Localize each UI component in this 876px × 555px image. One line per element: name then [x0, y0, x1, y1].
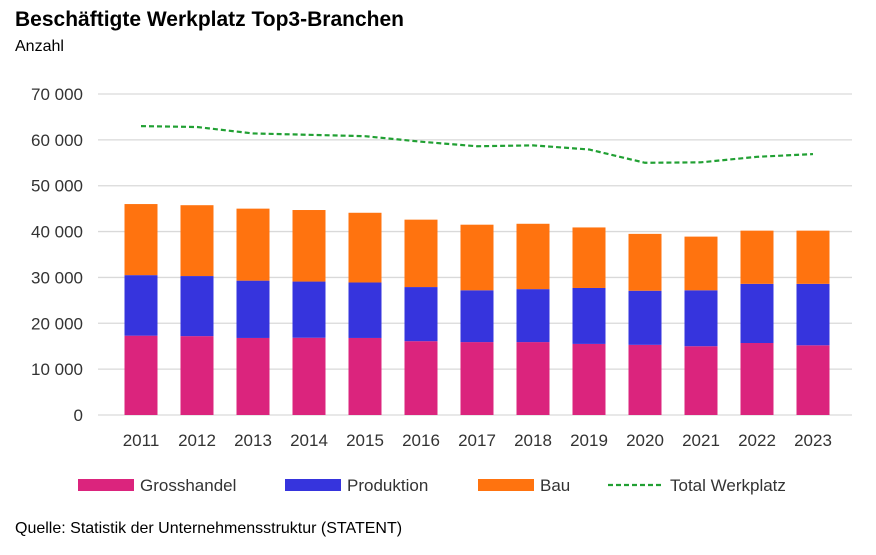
legend-label: Bau [540, 476, 570, 495]
bar-bau [460, 224, 494, 291]
bar-bau [516, 223, 550, 290]
bar-bau [684, 236, 718, 291]
bar-bau [628, 233, 662, 291]
bar-bau [236, 208, 270, 281]
bar-produktion [236, 280, 270, 338]
bar-produktion [460, 290, 494, 343]
x-tick-label: 2014 [290, 431, 328, 450]
bar-grosshandel [628, 344, 662, 415]
x-tick-label: 2018 [514, 431, 552, 450]
bar-grosshandel [180, 336, 214, 415]
bar-produktion [740, 283, 774, 344]
x-tick-label: 2022 [738, 431, 776, 450]
bar-grosshandel [572, 343, 606, 415]
x-tick-label: 2012 [178, 431, 216, 450]
bar-bau [404, 219, 438, 288]
chart-title: Beschäftigte Werkplatz Top3-Branchen [15, 8, 404, 31]
x-tick-label: 2013 [234, 431, 272, 450]
bar-produktion [628, 290, 662, 345]
line-total-werkplatz [140, 125, 814, 164]
legend-label: Grosshandel [140, 476, 236, 495]
legend-swatch [78, 479, 134, 491]
legend-label: Produktion [347, 476, 428, 495]
bar-bau [740, 230, 774, 284]
y-tick-label: 30 000 [31, 268, 83, 287]
x-tick-label: 2019 [570, 431, 608, 450]
y-tick-label: 70 000 [31, 85, 83, 104]
x-tick-label: 2023 [794, 431, 832, 450]
bar-grosshandel [460, 342, 494, 415]
bar-grosshandel [516, 342, 550, 415]
bar-bau [124, 204, 158, 276]
bar-produktion [404, 287, 438, 342]
chart-subtitle: Anzahl [15, 38, 64, 55]
bar-produktion [292, 281, 326, 338]
bar-grosshandel [292, 337, 326, 415]
y-tick-label: 10 000 [31, 360, 83, 379]
bar-bau [180, 205, 214, 277]
y-tick-label: 40 000 [31, 223, 83, 242]
bar-grosshandel [740, 343, 774, 415]
x-tick-label: 2015 [346, 431, 384, 450]
chart-source: Quelle: Statistik der Unternehmensstrukt… [15, 520, 403, 537]
bar-grosshandel [404, 341, 438, 415]
y-tick-label: 50 000 [31, 177, 83, 196]
legend-swatch [285, 479, 341, 491]
bar-grosshandel [124, 335, 158, 415]
bar-grosshandel [348, 337, 382, 415]
y-tick-label: 20 000 [31, 314, 83, 333]
bar-grosshandel [796, 345, 830, 415]
x-tick-label: 2016 [402, 431, 440, 450]
bar-grosshandel [236, 337, 270, 415]
bar-bau [572, 227, 606, 288]
bar-bau [292, 210, 326, 282]
x-tick-label: 2017 [458, 431, 496, 450]
bar-bau [796, 230, 830, 284]
bar-produktion [684, 290, 718, 347]
x-tick-label: 2020 [626, 431, 664, 450]
y-tick-label: 0 [74, 406, 83, 425]
bar-produktion [348, 282, 382, 338]
x-tick-label: 2011 [123, 431, 160, 450]
bar-produktion [516, 289, 550, 343]
bar-produktion [572, 287, 606, 344]
bar-produktion [796, 283, 830, 346]
bar-produktion [180, 276, 214, 337]
bar-grosshandel [684, 346, 718, 415]
bar-produktion [124, 275, 158, 336]
legend-swatch [478, 479, 534, 491]
bar-bau [348, 212, 382, 283]
y-tick-label: 60 000 [31, 131, 83, 150]
x-tick-label: 2021 [682, 431, 720, 450]
legend-label: Total Werkplatz [670, 476, 786, 495]
